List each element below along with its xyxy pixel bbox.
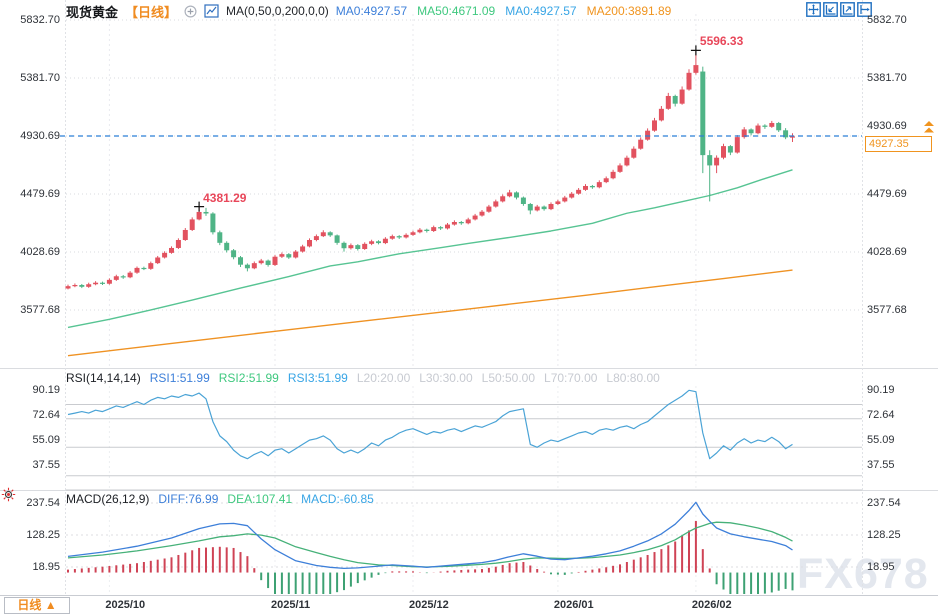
- macd-legend-value: MACD:-60.85: [301, 492, 374, 506]
- period-tag: 【日线】: [125, 4, 178, 20]
- x-axis-month-label: 2026/01: [553, 599, 594, 611]
- ma-value: MA50:4671.09: [417, 4, 496, 18]
- price-axis-label: 3577.68: [867, 304, 907, 316]
- rsi-axis-label: 37.55: [867, 459, 895, 471]
- x-axis-month-label: 2025/12: [409, 599, 449, 611]
- price-axis-label: 3577.68: [20, 304, 60, 316]
- rsi-legend-value: RSI2:51.99: [218, 371, 279, 385]
- rsi-level-value: L30:30.00: [419, 371, 473, 385]
- add-indicator-icon[interactable]: [184, 4, 197, 18]
- macd-header: MACD(26,12,9) DIFF:76.99 DEA:107.41 MACD:-…: [66, 492, 374, 506]
- last-close-label: 4930.69: [867, 120, 907, 132]
- live-blink-icon: [1, 487, 16, 507]
- x-axis-month-label: 2025/10: [105, 599, 146, 611]
- macd-legend-value: DIFF:76.99: [158, 492, 219, 506]
- price-axis-label: 4028.69: [867, 245, 907, 258]
- pan-icon[interactable]: [806, 2, 821, 17]
- price-axis-label: 4930.69: [20, 130, 60, 142]
- rsi-level-value: L70:70.00: [544, 371, 598, 385]
- price-annotation: 4381.29: [203, 190, 247, 205]
- rsi-legend-value: RSI1:51.99: [149, 371, 210, 385]
- period-selector-label: 日线: [17, 598, 42, 612]
- price-axis-label: 4479.69: [867, 187, 907, 200]
- x-axis-month-label: 2026/02: [691, 599, 732, 611]
- period-selector[interactable]: 日线 ▲: [4, 597, 70, 614]
- rsi-axis-label: 55.09: [32, 434, 60, 446]
- bottom-bar: 日线 ▲ 2025/10 2025/11 2025/12 2026/01 2026/02: [0, 595, 938, 614]
- rsi-level-value: L50:50.00: [481, 371, 536, 385]
- ma-value: MA0:4927.57: [335, 4, 408, 18]
- rsi-legend-value: RSI3:51.99: [287, 371, 348, 385]
- rsi-axis-label: 72.64: [32, 409, 60, 421]
- macd-axis-label: 128.25: [26, 528, 60, 541]
- current-price-badge: 4927.35: [865, 136, 932, 152]
- macd-axis-label: 237.54: [26, 497, 60, 509]
- macd-axis-label: 128.25: [867, 528, 901, 541]
- rsi-axis-label: 55.09: [867, 434, 895, 446]
- chart-toolbar: [806, 2, 872, 17]
- chevron-up-icon: ▲: [44, 598, 57, 612]
- price-annotation: 5596.33: [699, 34, 744, 49]
- price-axis-label: 5832.70: [20, 14, 60, 26]
- rsi-header: RSI(14,14,14) RSI1:51.99 RSI2:51.99 RSI3:5…: [66, 371, 660, 385]
- zoom-in-icon[interactable]: [840, 2, 855, 17]
- price-axis-label: 5832.70: [867, 14, 907, 26]
- price-axis-label: 5381.70: [867, 71, 907, 84]
- rsi-level-value: L80:80.00: [606, 371, 660, 385]
- ma-settings-label: MA(0,50,0,200,0,0): [226, 4, 329, 18]
- symbol-title: 现货黄金: [66, 4, 119, 20]
- macd-axis-label: 237.54: [867, 497, 901, 509]
- rsi-axis-label: 90.19: [867, 384, 895, 396]
- rsi-axis-label: 72.64: [867, 409, 895, 421]
- chart-header: 现货黄金 【日线】 MA(0,50,0,200,0,0) MA0:4927.57…: [66, 2, 671, 20]
- rsi-level-value: L20:20.00: [356, 371, 411, 385]
- chart-type-icon[interactable]: [204, 4, 219, 18]
- macd-legend: DIFF:76.99 DEA:107.41 MACD:-60.85: [158, 492, 373, 506]
- rsi-levels: L20:20.00 L30:30.00 L50:50.00 L70:70.00 L80:…: [357, 371, 660, 385]
- rsi-axis-label: 37.55: [32, 459, 60, 471]
- macd-axis-label: 18.95: [32, 561, 60, 573]
- rsi-axis-label: 90.19: [32, 384, 60, 396]
- go-to-latest-price-icon[interactable]: [922, 120, 936, 139]
- go-to-latest-icon[interactable]: [857, 2, 872, 17]
- ma-value: MA0:4927.57: [505, 4, 577, 18]
- rsi-params: RSI(14,14,14): [66, 371, 141, 385]
- zoom-out-icon[interactable]: [823, 2, 838, 17]
- ma-value: MA200:3891.89: [586, 4, 672, 18]
- price-axis-label: 4479.69: [20, 187, 60, 200]
- macd-legend-value: DEA:107.41: [227, 492, 293, 506]
- price-axis-label: 4028.69: [20, 245, 60, 258]
- x-axis-month-label: 2025/11: [271, 599, 311, 611]
- macd-axis-label: 18.95: [867, 561, 895, 573]
- macd-params: MACD(26,12,9): [66, 492, 150, 506]
- rsi-legend: RSI1:51.99 RSI2:51.99 RSI3:51.99: [150, 371, 348, 385]
- price-axis-label: 5381.70: [20, 71, 60, 84]
- ma-values: MA0:4927.57 MA50:4671.09 MA0:4927.57 MA200:…: [336, 4, 672, 18]
